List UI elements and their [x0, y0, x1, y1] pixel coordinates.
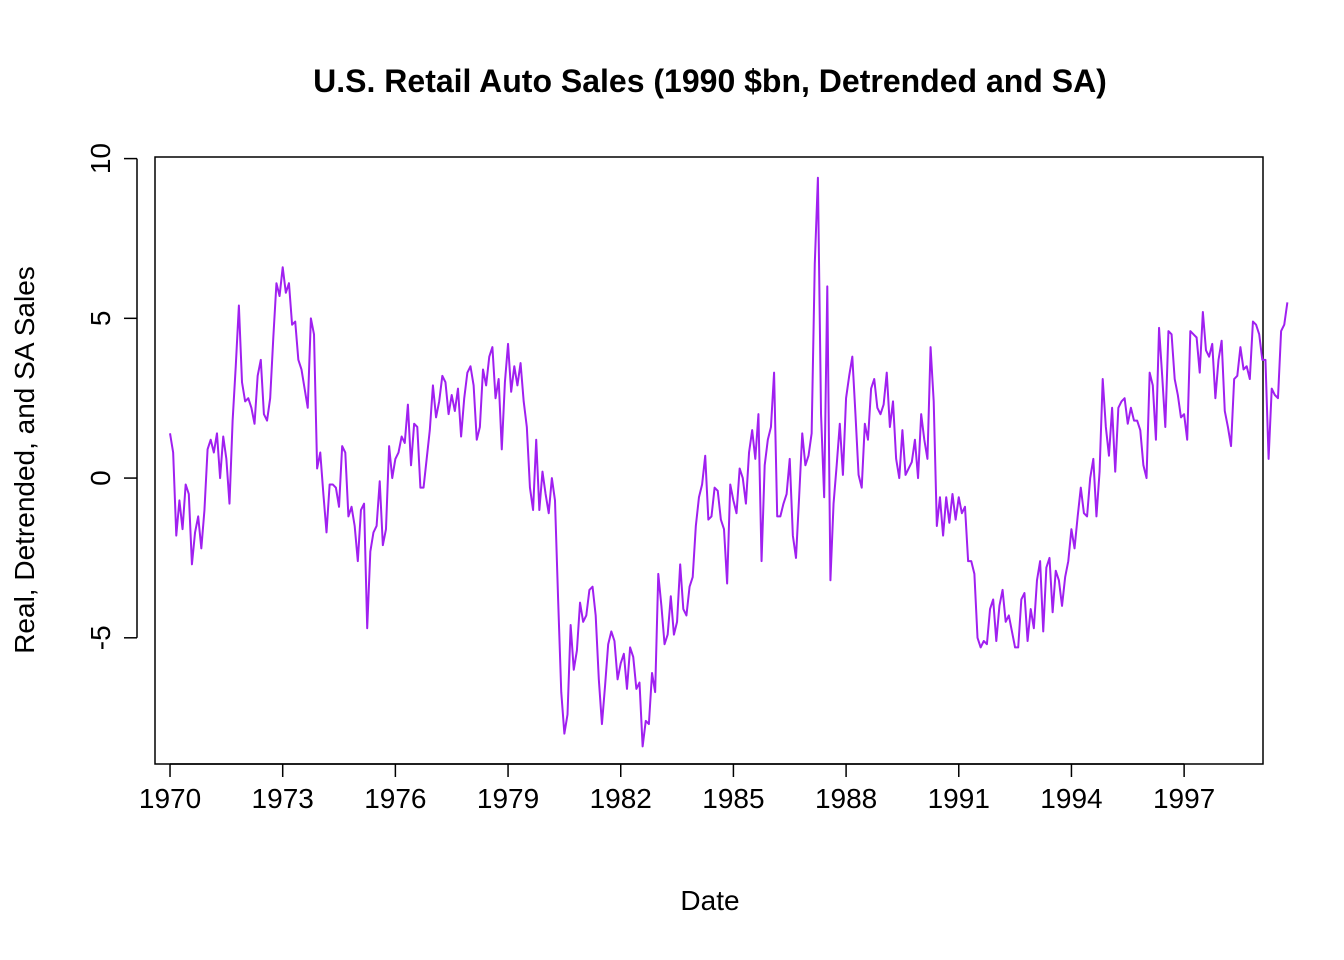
x-tick-label: 1988 — [815, 783, 877, 814]
x-tick-label: 1994 — [1040, 783, 1102, 814]
y-axis-label: Real, Detrended, and SA Sales — [9, 266, 40, 654]
y-tick-label: 10 — [85, 143, 116, 174]
y-axis: -5 0 5 10 — [85, 143, 138, 650]
x-tick-label: 1979 — [477, 783, 539, 814]
x-tick-label: 1970 — [139, 783, 201, 814]
x-tick-label: 1997 — [1153, 783, 1215, 814]
x-axis: 1970 1973 1976 1979 1982 1985 1988 1991 1994 1997 — [139, 763, 1215, 814]
y-tick-label: 5 — [85, 311, 116, 327]
x-tick-label: 1973 — [252, 783, 314, 814]
y-tick-label: -5 — [85, 625, 116, 650]
x-tick-label: 1982 — [590, 783, 652, 814]
y-tick-label: 0 — [85, 470, 116, 486]
x-tick-label: 1991 — [928, 783, 990, 814]
x-tick-label: 1985 — [702, 783, 764, 814]
series-line — [169, 176, 1289, 748]
x-tick-label: 1976 — [364, 783, 426, 814]
x-axis-label: Date — [680, 885, 739, 916]
chart-title: U.S. Retail Auto Sales (1990 $bn, Detren… — [313, 63, 1107, 99]
